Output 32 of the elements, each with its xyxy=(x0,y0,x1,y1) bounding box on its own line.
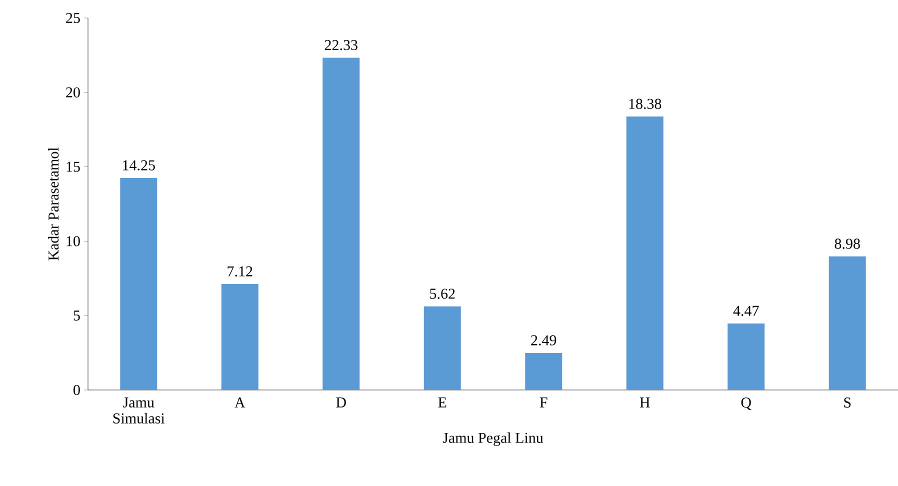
data-label: 7.12 xyxy=(228,266,252,277)
bar xyxy=(525,352,562,390)
x-tick-label: Jamu Simulasi xyxy=(113,398,165,424)
data-label: 22.33 xyxy=(324,40,358,50)
data-label: 2.49 xyxy=(531,335,556,346)
bar xyxy=(322,58,360,390)
y-tick-label: 0 xyxy=(74,384,80,396)
y-tick-label: 15 xyxy=(66,162,80,172)
bar xyxy=(424,306,461,390)
data-label: 8.98 xyxy=(834,238,860,249)
data-label: 4.47 xyxy=(733,306,759,316)
x-tick-label: H xyxy=(640,398,650,408)
x-tick-label: Q xyxy=(741,398,752,410)
bar xyxy=(828,256,866,390)
y-tick-label: 5 xyxy=(74,310,80,321)
data-label: 5.62 xyxy=(430,288,455,299)
y-tick-label: 10 xyxy=(66,236,80,246)
x-axis-title: Jamu Pegal Linu xyxy=(442,432,544,446)
x-tick-label: D xyxy=(336,398,346,408)
bar xyxy=(221,284,258,390)
bar xyxy=(728,323,765,390)
x-tick-label: F xyxy=(540,398,548,408)
data-label: 14.25 xyxy=(123,160,155,170)
y-tick-label: 25 xyxy=(66,12,80,24)
bar xyxy=(120,178,158,390)
x-tick-label: S xyxy=(844,398,851,408)
bar xyxy=(626,116,664,390)
y-axis-title: Kadar Parasetamol xyxy=(48,147,59,260)
x-tick-label: E xyxy=(438,398,446,408)
y-tick-label: 20 xyxy=(66,87,80,98)
x-tick-label: A xyxy=(234,398,246,408)
data-label: 18.38 xyxy=(629,98,662,109)
